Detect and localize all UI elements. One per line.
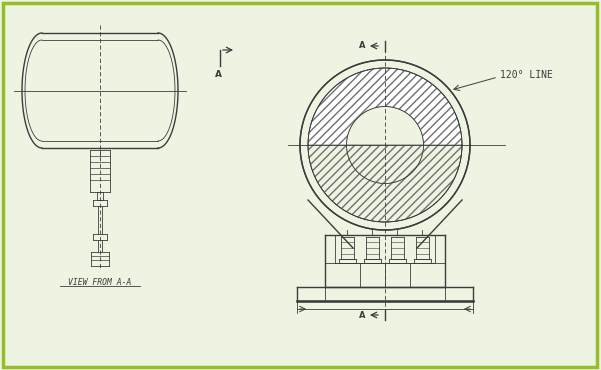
Text: VIEW FROM A-A: VIEW FROM A-A [69, 278, 132, 287]
Polygon shape [308, 68, 462, 145]
Text: A: A [359, 312, 365, 320]
Text: A: A [359, 40, 365, 50]
Text: A: A [215, 70, 222, 79]
Text: 120° LINE: 120° LINE [500, 70, 553, 80]
